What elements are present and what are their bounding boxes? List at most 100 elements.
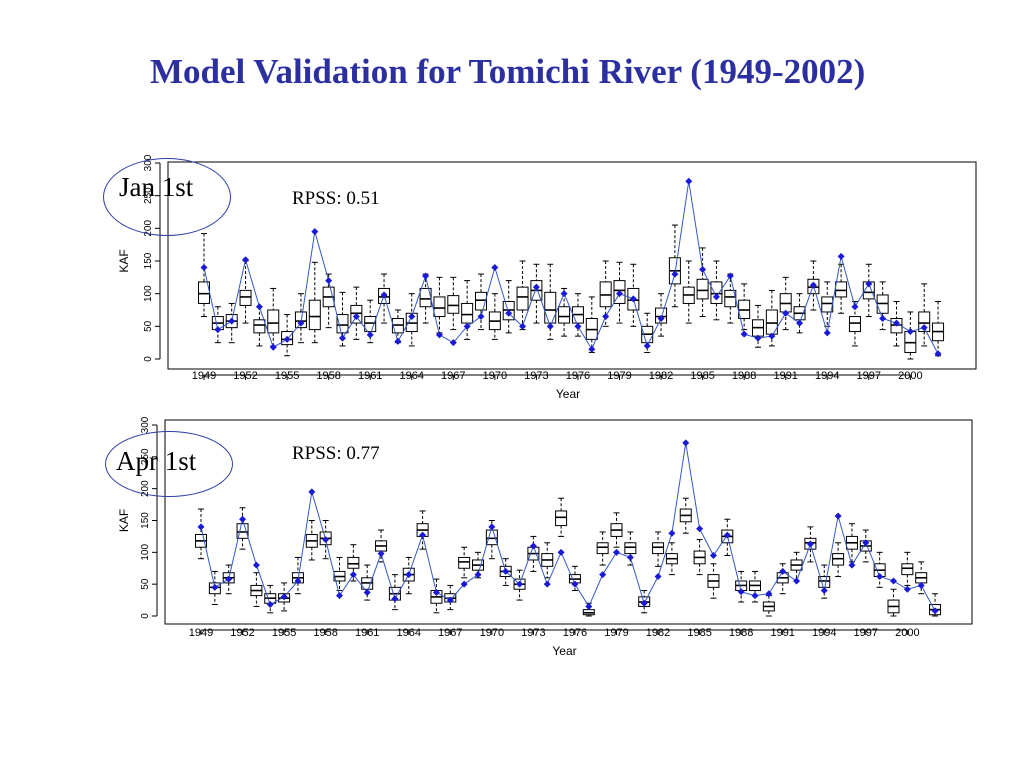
observed-point-1988 (737, 588, 745, 596)
boxplot-1963 (391, 309, 404, 344)
rpss-jan-1st: RPSS: 0.51 (292, 188, 380, 209)
observed-point-2001 (917, 581, 925, 589)
boxplot-1956 (291, 556, 304, 595)
box (918, 311, 931, 333)
plot-frame (164, 419, 973, 625)
observed-point-1973 (529, 542, 537, 550)
boxplot-1980 (627, 263, 640, 327)
boxplot-1985 (693, 539, 706, 576)
boxplot-1969 (475, 273, 487, 331)
boxplot-1965 (416, 510, 429, 550)
x-tick-label: 1979 (607, 370, 631, 382)
x-tick-label: 1994 (812, 627, 836, 639)
boxplot-1952 (239, 260, 252, 324)
observed-point-1992 (796, 319, 804, 327)
box (433, 296, 446, 318)
observed-point-2002 (934, 350, 942, 358)
observed-point-1999 (890, 577, 897, 585)
boxplot-1957 (308, 261, 321, 344)
observed-point-1976 (571, 580, 579, 588)
observed-point-1983 (668, 529, 676, 537)
boxplot-1973 (530, 263, 543, 324)
box (696, 278, 709, 300)
boxplot-1997 (862, 263, 875, 318)
observed-point-1967 (449, 339, 457, 347)
observed-point-1949 (200, 264, 208, 272)
boxplot-2000 (901, 551, 914, 586)
observed-point-2000 (903, 585, 911, 593)
observed-point-1985 (699, 265, 707, 273)
observed-point-1959 (339, 334, 346, 342)
x-tick-label: 1964 (397, 627, 421, 639)
x-tick-label: 1973 (521, 627, 545, 639)
observed-point-1998 (876, 573, 884, 581)
x-tick-label: 1985 (687, 627, 711, 639)
x-tick-label: 2000 (895, 627, 919, 639)
boxplot-1983 (665, 542, 678, 576)
observed-point-1983 (671, 270, 679, 278)
box (267, 309, 280, 334)
observed-point-1981 (640, 599, 648, 607)
y-tick-label: 300 (140, 416, 151, 433)
boxplot-1982 (655, 293, 668, 337)
box (710, 281, 723, 304)
boxplot-1972 (516, 260, 529, 331)
observed-point-1993 (806, 540, 814, 548)
boxplot-1953 (250, 572, 263, 607)
x-tick-label: 1976 (566, 370, 590, 382)
jan-1st-highlight-oval (103, 158, 231, 236)
x-tick-label: 1982 (646, 627, 670, 639)
x-axis-label: Year (556, 387, 580, 401)
rpss-apr-1st: RPSS: 0.77 (292, 443, 380, 464)
boxplot-1954 (264, 584, 277, 614)
boxplot-1999 (887, 588, 900, 617)
boxplot-1966 (430, 578, 443, 614)
boxplot-1969 (472, 551, 484, 579)
observed-point-1971 (505, 309, 513, 317)
x-axis-label: Year (552, 644, 576, 658)
x-tick-label: 1976 (563, 627, 587, 639)
observed-point-1950 (214, 326, 222, 334)
observed-point-1957 (308, 488, 316, 496)
boxplot-1953 (253, 306, 266, 347)
observed-point-1973 (532, 283, 540, 291)
boxplot-1959 (333, 556, 346, 592)
observed-point-1951 (228, 317, 236, 325)
observed-point-1952 (242, 256, 250, 264)
observed-point-1952 (239, 515, 247, 523)
observed-point-1984 (685, 177, 693, 185)
boxplot-1962 (375, 529, 388, 563)
observed-point-1996 (851, 303, 859, 311)
chart-apr-1st: 0 50 100 150 200 250 300 KAF 1949 1952 1955 1958 196… (0, 408, 1024, 673)
observed-point-1986 (712, 293, 720, 301)
x-tick-label: 1997 (857, 370, 881, 382)
observed-point-1968 (463, 322, 471, 330)
observed-point-1994 (820, 587, 828, 595)
observed-point-1990 (765, 590, 773, 598)
boxplot-1970 (488, 293, 501, 340)
observed-point-1978 (602, 313, 610, 321)
y-axis-label: KAF (117, 509, 131, 532)
boxplot-1986 (707, 563, 720, 599)
observed-point-1989 (754, 334, 762, 342)
box (336, 314, 349, 334)
observed-point-1996 (848, 561, 856, 569)
observed-point-1980 (629, 295, 637, 303)
x-tick-label: 1985 (690, 370, 714, 382)
boxplot-1968 (458, 546, 471, 579)
observed-series-line (203, 181, 939, 355)
x-tick-label: 1997 (854, 627, 878, 639)
boxplot-1973 (527, 535, 540, 572)
observed-point-1972 (519, 322, 527, 330)
observed-point-1962 (377, 550, 385, 558)
boxplot-2002 (932, 301, 945, 357)
boxplot-1952 (236, 507, 249, 550)
observed-point-1997 (862, 539, 870, 547)
box (848, 316, 861, 333)
x-tick-label: 2000 (898, 370, 922, 382)
observed-point-1959 (336, 592, 343, 600)
boxplot-1991 (779, 276, 792, 331)
observed-point-1955 (280, 593, 288, 601)
x-tick-label: 1955 (272, 627, 296, 639)
